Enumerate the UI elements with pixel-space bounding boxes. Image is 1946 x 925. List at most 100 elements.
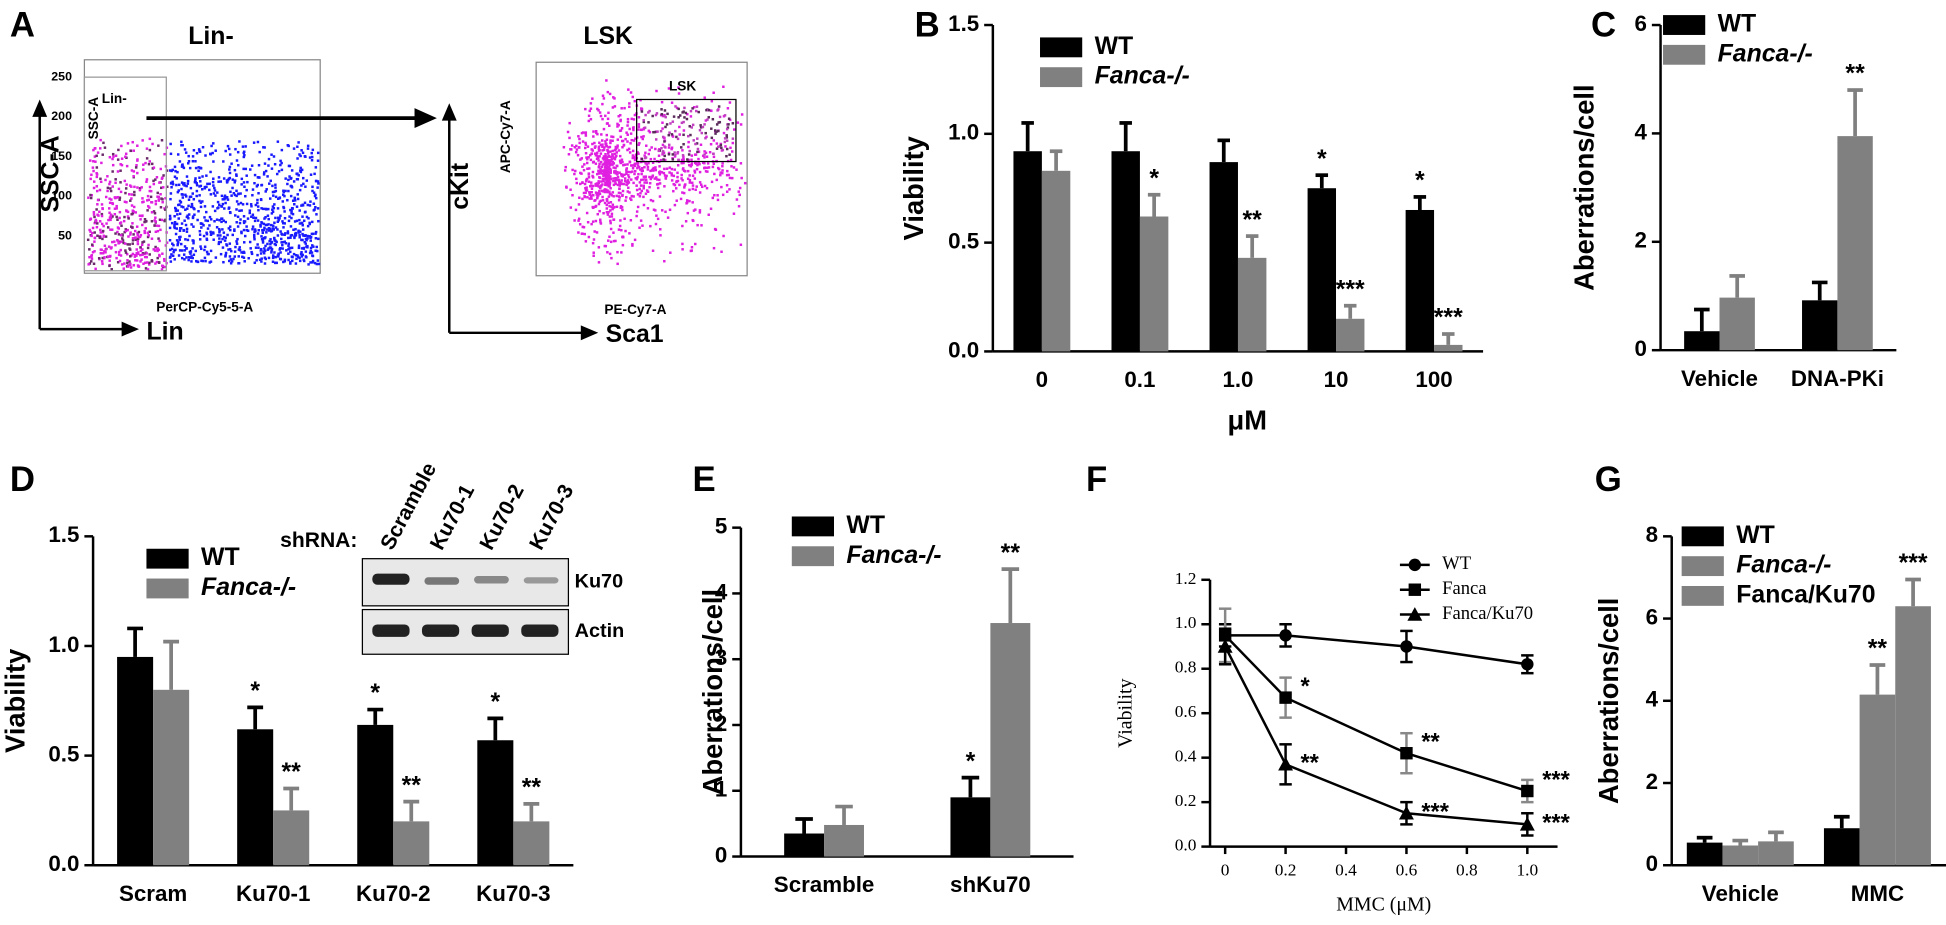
event-dot (111, 163, 115, 167)
event-dot (143, 255, 147, 259)
event-dot (241, 145, 245, 148)
event-dot (237, 262, 240, 265)
event-dot (235, 159, 239, 162)
event-dot (248, 211, 251, 215)
event-dot (634, 153, 638, 157)
event-dot (241, 255, 244, 259)
event-dot (690, 154, 694, 157)
event-dot (589, 102, 593, 105)
event-dot (203, 245, 207, 249)
event-dot (273, 190, 276, 194)
event-dot (291, 207, 294, 210)
event-dot (724, 145, 727, 148)
event-dot (647, 129, 651, 133)
event-dot (596, 132, 599, 136)
event-dot (686, 112, 689, 116)
event-dot (641, 166, 644, 170)
event-dot (91, 166, 95, 169)
event-dot (603, 177, 607, 180)
event-dot (668, 143, 671, 147)
event-dot (589, 158, 593, 162)
event-dot (674, 187, 678, 190)
event-dot (610, 194, 614, 197)
event-dot (274, 243, 278, 247)
event-dot (241, 203, 245, 206)
event-dot (136, 144, 139, 147)
x-tick-label: 100 (1415, 367, 1452, 392)
event-dot (661, 121, 664, 124)
event-dot (235, 173, 238, 176)
event-dot (92, 169, 95, 173)
bar (477, 740, 514, 866)
event-dot (100, 248, 103, 252)
event-dot (146, 209, 149, 212)
event-dot (601, 169, 605, 173)
event-dot (722, 234, 725, 238)
event-dot (272, 254, 275, 258)
event-dot (668, 131, 671, 134)
event-dot (302, 182, 305, 186)
event-dot (93, 250, 96, 253)
event-dot (279, 163, 282, 167)
event-dot (652, 130, 655, 134)
event-dot (695, 142, 699, 145)
event-dot (704, 151, 708, 155)
event-dot (681, 149, 684, 152)
event-dot (130, 204, 134, 207)
event-dot (145, 252, 148, 255)
event-dot (601, 149, 604, 152)
event-dot (108, 197, 111, 200)
event-dot (114, 243, 117, 247)
event-dot (298, 218, 301, 222)
event-dot (193, 179, 197, 182)
event-dot (599, 171, 603, 174)
event-dot (99, 228, 102, 232)
event-dot (691, 201, 694, 204)
event-dot (308, 222, 311, 226)
event-dot (305, 179, 309, 182)
event-dot (658, 178, 661, 182)
event-dot (239, 192, 242, 195)
event-dot (611, 149, 614, 153)
event-dot (287, 252, 290, 255)
event-dot (114, 181, 117, 185)
event-dot (157, 195, 161, 199)
event-dot (191, 159, 195, 163)
event-dot (301, 215, 304, 218)
event-dot (630, 198, 633, 202)
arrow-head (580, 325, 599, 341)
event-dot (181, 165, 185, 168)
event-dot (630, 194, 634, 198)
event-dot (103, 244, 107, 247)
event-dot (609, 221, 612, 225)
event-dot (113, 196, 117, 199)
event-dot (671, 120, 675, 123)
marker (1400, 640, 1413, 653)
series-line (1224, 634, 1528, 793)
event-dot (148, 160, 151, 163)
event-dot (258, 176, 261, 179)
event-dot (663, 185, 666, 188)
event-dot (131, 222, 134, 225)
event-dot (301, 232, 304, 236)
event-dot (608, 92, 612, 96)
event-dot (625, 196, 628, 199)
event-dot (710, 180, 714, 184)
event-dot (271, 184, 274, 188)
event-dot (632, 139, 636, 142)
event-dot (218, 229, 221, 232)
event-dot (611, 207, 614, 211)
event-dot (253, 219, 257, 223)
event-dot (660, 209, 664, 212)
event-dot (591, 97, 594, 100)
event-dot (175, 227, 179, 230)
y-tick-label: 2 (715, 711, 727, 736)
bar (1837, 136, 1873, 351)
event-dot (675, 106, 679, 110)
event-dot (606, 152, 610, 155)
event-dot (631, 167, 635, 170)
event-dot (604, 172, 607, 176)
event-dot (611, 203, 615, 206)
event-dot (631, 156, 635, 160)
event-dot (180, 181, 184, 184)
